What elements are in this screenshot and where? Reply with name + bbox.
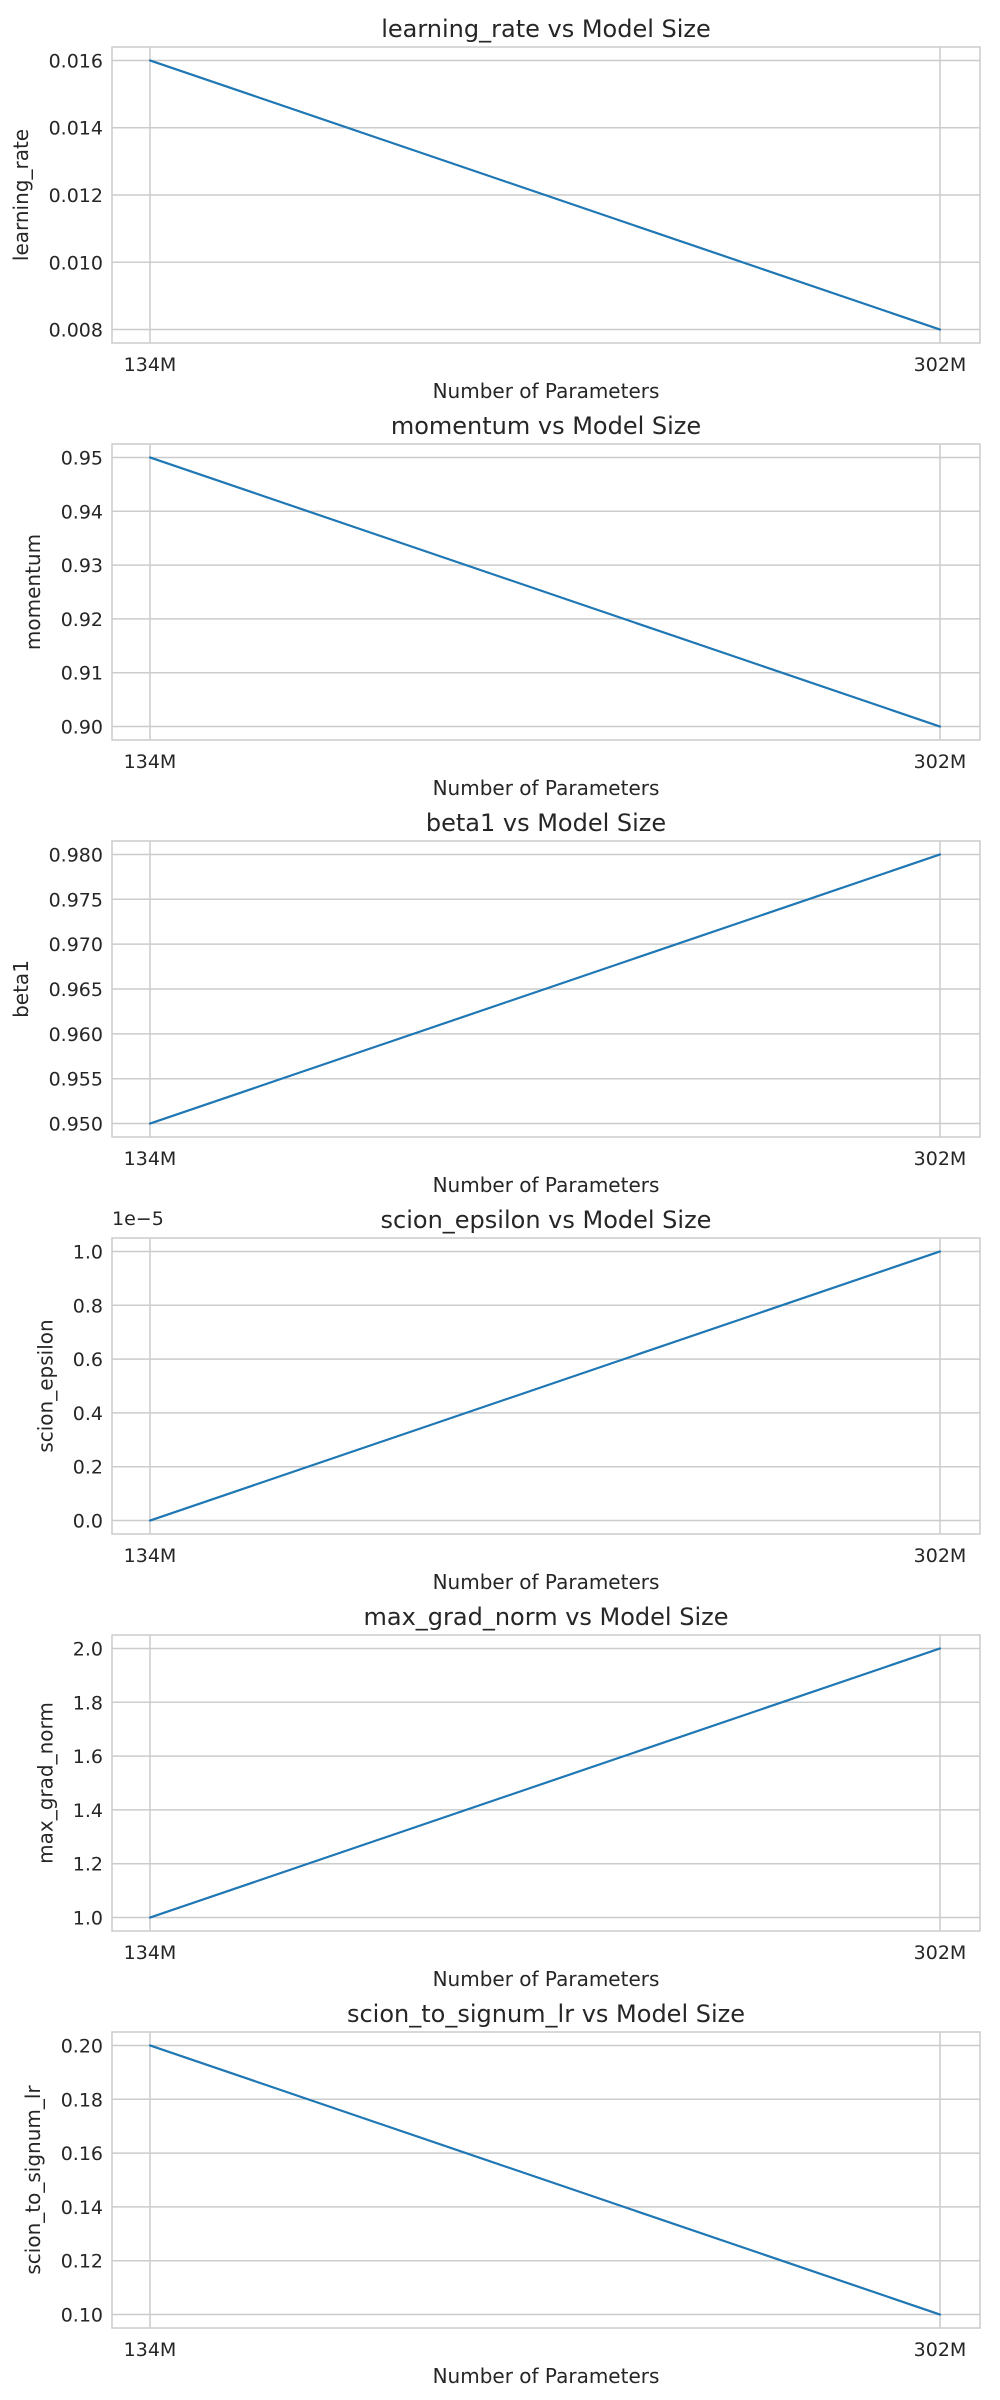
x-axis-label: Number of Parameters — [433, 379, 660, 403]
x-tick-label: 134M — [124, 751, 177, 773]
y-tick-label: 0.2 — [73, 1457, 103, 1479]
y-tick-label: 0.92 — [61, 609, 103, 631]
series-line-3 — [148, 853, 942, 1125]
y-tick-label: 0.90 — [61, 717, 103, 739]
y-tick-label: 0.20 — [61, 2035, 103, 2057]
x-axis-label: Number of Parameters — [433, 2364, 660, 2388]
y-tick-label: 0.014 — [49, 118, 103, 140]
x-tick-label: 302M — [914, 1148, 967, 1170]
series-line-6 — [148, 2044, 942, 2316]
chart-title: momentum vs Model Size — [391, 412, 701, 440]
y-tick-label: 0.6 — [73, 1349, 103, 1371]
chart-title: scion_epsilon vs Model Size — [381, 1206, 712, 1234]
x-tick-label: 134M — [124, 2339, 177, 2361]
y-tick-label: 0.8 — [73, 1295, 103, 1317]
x-tick-label: 302M — [914, 751, 967, 773]
y-tick-label: 0.0 — [73, 1511, 103, 1533]
x-tick-label: 302M — [914, 2339, 967, 2361]
y-tick-label: 0.980 — [49, 844, 103, 866]
y-tick-label: 0.008 — [49, 320, 103, 342]
y-tick-label: 0.12 — [61, 2251, 103, 2273]
y-axis-label: beta1 — [9, 960, 33, 1018]
y-tick-label: 1.0 — [73, 1908, 103, 1930]
y-tick-label: 0.18 — [61, 2089, 103, 2111]
y-tick-label: 0.950 — [49, 1114, 103, 1136]
x-axis-label: Number of Parameters — [433, 1173, 660, 1197]
x-axis-label: Number of Parameters — [433, 776, 660, 800]
series-line-4 — [148, 1250, 942, 1522]
y-tick-label: 1.0 — [73, 1241, 103, 1263]
chart-title: scion_to_signum_lr vs Model Size — [347, 2000, 745, 2028]
y-axis-label: learning_rate — [9, 129, 33, 261]
y-axis-label: momentum — [21, 534, 45, 650]
y-tick-label: 0.14 — [61, 2197, 103, 2219]
y-tick-label: 1.8 — [73, 1692, 103, 1714]
x-tick-label: 134M — [124, 1545, 177, 1567]
y-tick-label: 0.016 — [49, 50, 103, 72]
y-tick-label: 2.0 — [73, 1638, 103, 1660]
y-offset-label: 1e−5 — [112, 1208, 164, 1230]
y-tick-label: 1.2 — [73, 1854, 103, 1876]
x-tick-label: 302M — [914, 1942, 967, 1964]
x-tick-label: 134M — [124, 1942, 177, 1964]
y-tick-label: 0.91 — [61, 663, 103, 685]
y-tick-label: 1.6 — [73, 1746, 103, 1768]
series-line-1 — [148, 59, 942, 331]
y-tick-label: 1.4 — [73, 1800, 103, 1822]
y-axis-label: max_grad_norm — [33, 1702, 57, 1864]
x-axis-label: Number of Parameters — [433, 1967, 660, 1991]
x-tick-label: 134M — [124, 354, 177, 376]
chart-title: beta1 vs Model Size — [426, 809, 666, 837]
x-tick-label: 134M — [124, 1148, 177, 1170]
y-tick-label: 0.10 — [61, 2305, 103, 2327]
y-tick-label: 0.965 — [49, 979, 103, 1001]
y-tick-label: 0.94 — [61, 501, 103, 523]
y-axis-label: scion_to_signum_lr — [21, 2085, 45, 2275]
x-axis-label: Number of Parameters — [433, 1570, 660, 1594]
chart-title: learning_rate vs Model Size — [381, 15, 711, 43]
x-tick-label: 302M — [914, 1545, 967, 1567]
y-tick-label: 0.93 — [61, 555, 103, 577]
series-line-2 — [148, 456, 942, 728]
x-tick-label: 302M — [914, 354, 967, 376]
y-tick-label: 0.012 — [49, 185, 103, 207]
y-tick-label: 0.010 — [49, 252, 103, 274]
series-line-5 — [148, 1647, 942, 1919]
y-tick-label: 0.16 — [61, 2143, 103, 2165]
y-tick-label: 0.960 — [49, 1024, 103, 1046]
chart-title: max_grad_norm vs Model Size — [364, 1603, 729, 1631]
y-axis-label: scion_epsilon — [33, 1319, 57, 1452]
y-tick-label: 0.970 — [49, 934, 103, 956]
y-tick-label: 0.975 — [49, 889, 103, 911]
y-tick-label: 0.955 — [49, 1069, 103, 1091]
y-tick-label: 0.4 — [73, 1403, 103, 1425]
y-tick-label: 0.95 — [61, 447, 103, 469]
